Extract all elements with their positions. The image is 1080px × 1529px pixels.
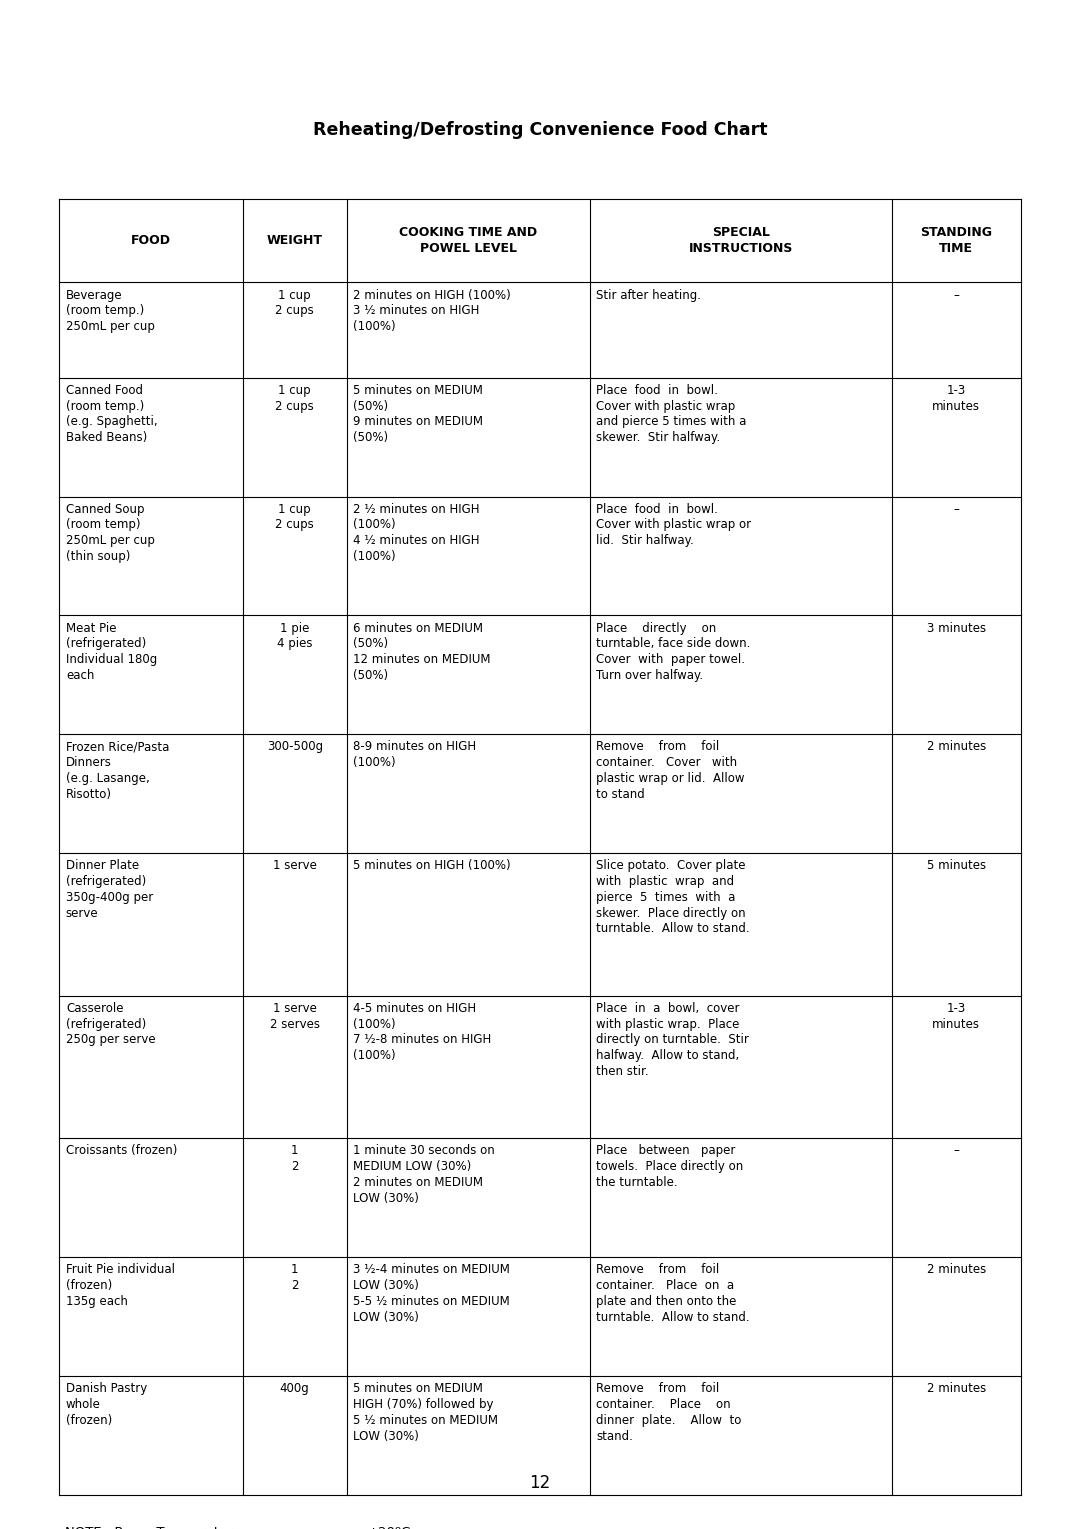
Text: –: – [954,1144,959,1157]
Text: Canned Food
(room temp.)
(e.g. Spaghetti,
Baked Beans): Canned Food (room temp.) (e.g. Spaghetti… [66,384,158,445]
Text: Stir after heating.: Stir after heating. [596,289,701,301]
Text: 3 minutes: 3 minutes [927,621,986,635]
Text: Casserole
(refrigerated)
250g per serve: Casserole (refrigerated) 250g per serve [66,1001,156,1046]
Text: Frozen Rice/Pasta
Dinners
(e.g. Lasange,
Risotto): Frozen Rice/Pasta Dinners (e.g. Lasange,… [66,740,170,801]
Text: Beverage
(room temp.)
250mL per cup: Beverage (room temp.) 250mL per cup [66,289,154,333]
Text: Place  food  in  bowl.
Cover with plastic wrap
and pierce 5 times with a
skewer.: Place food in bowl. Cover with plastic w… [596,384,746,445]
Text: Danish Pastry
whole
(frozen): Danish Pastry whole (frozen) [66,1382,147,1427]
Text: 8-9 minutes on HIGH
(100%): 8-9 minutes on HIGH (100%) [353,740,476,769]
Text: 2 minutes: 2 minutes [927,1263,986,1277]
Text: Croissants (frozen): Croissants (frozen) [66,1144,177,1157]
Text: SPECIAL
INSTRUCTIONS: SPECIAL INSTRUCTIONS [688,226,793,255]
Text: 5 minutes on MEDIUM
HIGH (70%) followed by
5 ½ minutes on MEDIUM
LOW (30%): 5 minutes on MEDIUM HIGH (70%) followed … [353,1382,498,1443]
Text: Place   between   paper
towels.  Place directly on
the turntable.: Place between paper towels. Place direct… [596,1144,743,1190]
Text: Meat Pie
(refrigerated)
Individual 180g
each: Meat Pie (refrigerated) Individual 180g … [66,621,157,682]
Text: COOKING TIME AND
POWEL LEVEL: COOKING TIME AND POWEL LEVEL [400,226,537,255]
Text: WEIGHT: WEIGHT [267,234,323,248]
Text: Dinner Plate
(refrigerated)
350g-400g per
serve: Dinner Plate (refrigerated) 350g-400g pe… [66,859,153,920]
Text: FOOD: FOOD [131,234,171,248]
Text: 2 minutes: 2 minutes [927,740,986,754]
Text: 1 cup
2 cups: 1 cup 2 cups [275,384,314,413]
Text: 2 ½ minutes on HIGH
(100%)
4 ½ minutes on HIGH
(100%): 2 ½ minutes on HIGH (100%) 4 ½ minutes o… [353,503,480,563]
Text: 1-3
minutes: 1-3 minutes [932,384,981,413]
Text: 6 minutes on MEDIUM
(50%)
12 minutes on MEDIUM
(50%): 6 minutes on MEDIUM (50%) 12 minutes on … [353,621,490,682]
Text: Remove    from    foil
container.   Place  on  a
plate and then onto the
turntab: Remove from foil container. Place on a p… [596,1263,750,1324]
Text: NOTE:  Room Temperature: NOTE: Room Temperature [65,1526,241,1529]
Text: 2 minutes: 2 minutes [927,1382,986,1396]
Text: 1 serve: 1 serve [273,859,316,873]
Text: 1 cup
2 cups: 1 cup 2 cups [275,503,314,532]
Text: Place  in  a  bowl,  cover
with plastic wrap.  Place
directly on turntable.  Sti: Place in a bowl, cover with plastic wrap… [596,1001,748,1078]
Text: +20ºC: +20ºC [367,1526,410,1529]
Text: 1 cup
2 cups: 1 cup 2 cups [275,289,314,318]
Text: 1
2: 1 2 [291,1144,298,1173]
Text: Fruit Pie individual
(frozen)
135g each: Fruit Pie individual (frozen) 135g each [66,1263,175,1307]
Text: Remove    from    foil
container.    Place    on
dinner  plate.    Allow  to
sta: Remove from foil container. Place on din… [596,1382,741,1443]
Text: STANDING
TIME: STANDING TIME [920,226,993,255]
Text: 5 minutes on HIGH (100%): 5 minutes on HIGH (100%) [353,859,511,873]
Text: Slice potato.  Cover plate
with  plastic  wrap  and
pierce  5  times  with  a
sk: Slice potato. Cover plate with plastic w… [596,859,750,936]
Text: 400g: 400g [280,1382,310,1396]
Text: Remove    from    foil
container.   Cover   with
plastic wrap or lid.  Allow
to : Remove from foil container. Cover with p… [596,740,744,801]
Text: 300-500g: 300-500g [267,740,323,754]
Text: 1-3
minutes: 1-3 minutes [932,1001,981,1031]
Text: 1 serve
2 serves: 1 serve 2 serves [270,1001,320,1031]
Text: 5 minutes: 5 minutes [927,859,986,873]
Text: –: – [954,503,959,515]
Text: Place    directly    on
turntable, face side down.
Cover  with  paper towel.
Tur: Place directly on turntable, face side d… [596,621,751,682]
Text: 3 ½-4 minutes on MEDIUM
LOW (30%)
5-5 ½ minutes on MEDIUM
LOW (30%): 3 ½-4 minutes on MEDIUM LOW (30%) 5-5 ½ … [353,1263,510,1324]
Text: –: – [954,289,959,301]
Text: Place  food  in  bowl.
Cover with plastic wrap or
lid.  Stir halfway.: Place food in bowl. Cover with plastic w… [596,503,752,547]
Text: 1
2: 1 2 [291,1263,298,1292]
Text: 4-5 minutes on HIGH
(100%)
7 ½-8 minutes on HIGH
(100%): 4-5 minutes on HIGH (100%) 7 ½-8 minutes… [353,1001,491,1063]
Text: 1 pie
4 pies: 1 pie 4 pies [276,621,312,650]
Text: 12: 12 [529,1474,551,1492]
Text: 1 minute 30 seconds on
MEDIUM LOW (30%)
2 minutes on MEDIUM
LOW (30%): 1 minute 30 seconds on MEDIUM LOW (30%) … [353,1144,495,1205]
Text: Reheating/Defrosting Convenience Food Chart: Reheating/Defrosting Convenience Food Ch… [313,121,767,139]
Text: 2 minutes on HIGH (100%)
3 ½ minutes on HIGH
(100%): 2 minutes on HIGH (100%) 3 ½ minutes on … [353,289,511,333]
Text: Canned Soup
(room temp)
250mL per cup
(thin soup): Canned Soup (room temp) 250mL per cup (t… [66,503,154,563]
Text: 5 minutes on MEDIUM
(50%)
9 minutes on MEDIUM
(50%): 5 minutes on MEDIUM (50%) 9 minutes on M… [353,384,483,445]
